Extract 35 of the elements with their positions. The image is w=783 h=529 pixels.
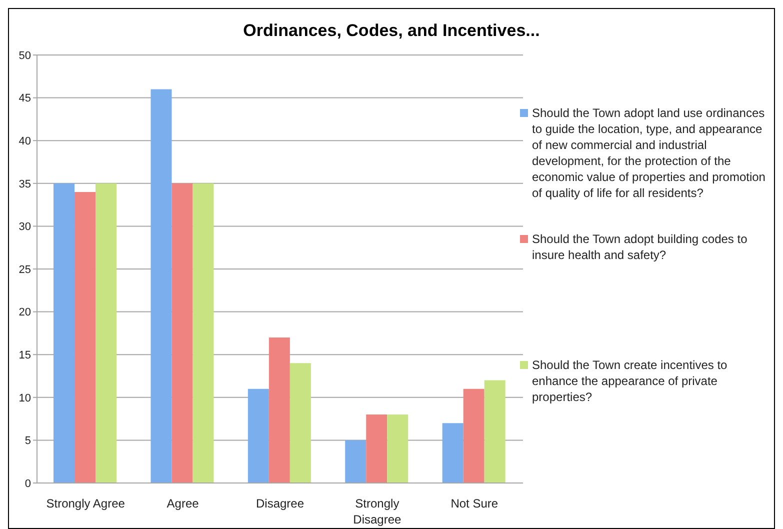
y-tick-label: 15 — [18, 350, 31, 362]
bar — [96, 183, 117, 483]
bar — [442, 423, 464, 483]
y-tick-label: 50 — [18, 50, 31, 62]
x-tick-label: Disagree — [256, 496, 304, 511]
bar — [366, 414, 388, 483]
y-tick-label: 20 — [18, 306, 31, 319]
x-tick-label: Agree — [166, 496, 200, 511]
bar — [172, 183, 193, 483]
x-tick-label: Strongly Agree — [46, 496, 126, 511]
legend-label: Should the Town create incentives to enhance the appearance of private properties? — [532, 357, 728, 405]
y-tick-label: 40 — [18, 136, 31, 148]
bar — [463, 388, 484, 483]
bar — [150, 89, 172, 483]
y-tick-label: 10 — [18, 392, 31, 404]
y-tick-label: 30 — [18, 221, 31, 234]
bar — [54, 183, 75, 483]
bar — [248, 388, 269, 483]
bar — [387, 414, 408, 483]
bar — [74, 192, 96, 483]
y-tick-label: 5 — [24, 435, 31, 448]
legend-label: Should the Town adopt building codes to insure health and safety? — [532, 231, 748, 263]
y-tick-label: 45 — [18, 92, 31, 105]
x-tick-label: Strongly Disagree — [353, 496, 402, 527]
bar — [268, 337, 290, 483]
y-tick-label: 25 — [18, 264, 31, 276]
chart-title: Ordinances, Codes, and Incentives... — [242, 21, 541, 41]
bar — [484, 380, 506, 483]
bar — [192, 183, 214, 483]
y-tick-label: 0 — [24, 478, 31, 490]
y-tick-label: 35 — [18, 178, 31, 190]
legend-label: Should the Town adopt land use ordinances to guide the location, type, and appearance of new commercial and industrial development, for the protection of the economic value of properties and promotion of quality of life for all residents? — [532, 105, 766, 201]
bar — [290, 363, 311, 483]
bar — [345, 440, 366, 483]
x-tick-label: Not Sure — [450, 496, 498, 511]
